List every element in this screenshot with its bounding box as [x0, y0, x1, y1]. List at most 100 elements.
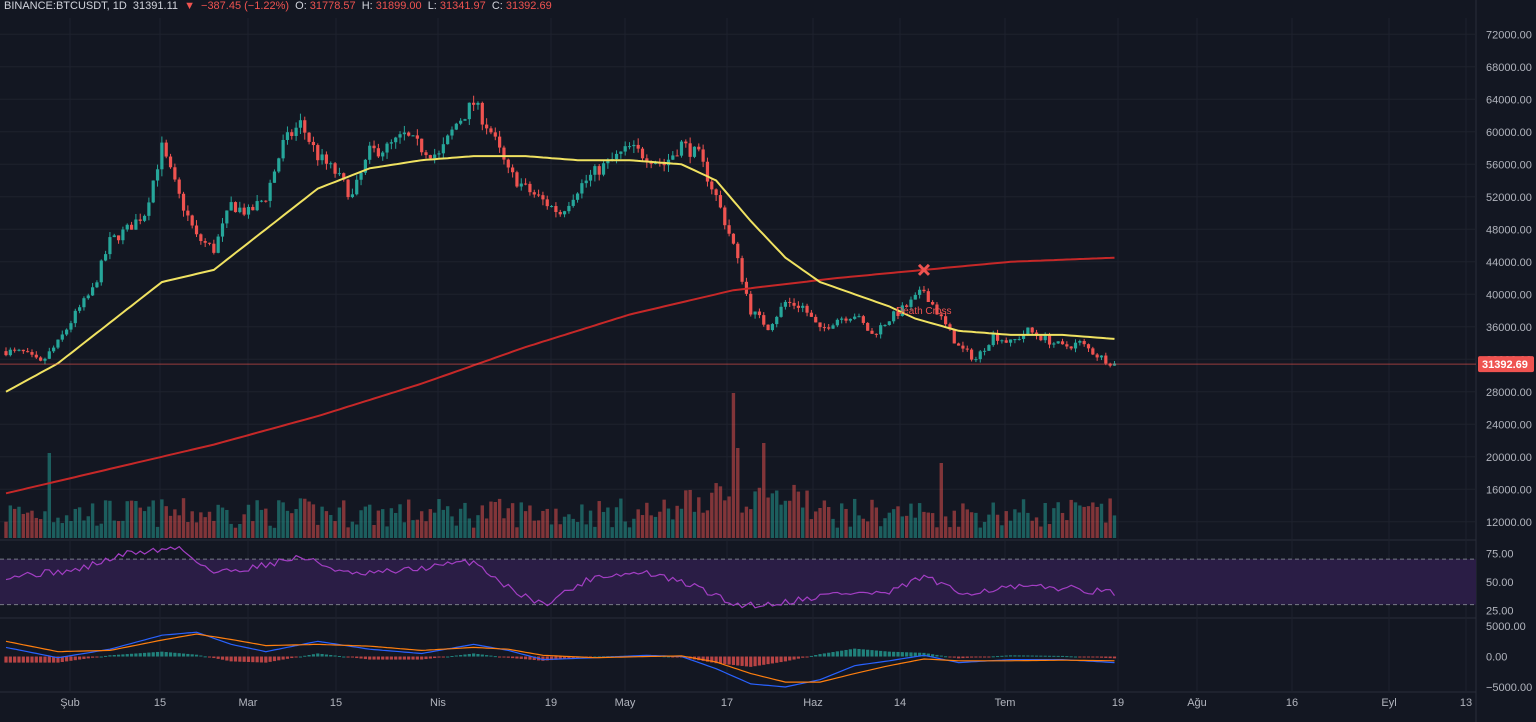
- macd-histogram-bar: [792, 656, 796, 660]
- candle-body: [476, 102, 480, 105]
- date-tick-label: 19: [1112, 697, 1124, 709]
- volume-bar: [458, 508, 463, 538]
- volume-bar: [1004, 511, 1008, 538]
- macd-histogram-bar: [13, 656, 17, 663]
- volume-bar: [1108, 498, 1112, 538]
- candle-body: [1021, 334, 1026, 339]
- candle-body: [385, 143, 389, 153]
- macd-histogram-bar: [995, 656, 1000, 658]
- volume-bar: [203, 517, 207, 538]
- volume-bar: [861, 518, 866, 538]
- volume-bar: [744, 506, 749, 538]
- candle-body: [974, 359, 978, 361]
- candle-body: [1039, 335, 1043, 341]
- candle-body: [389, 142, 393, 144]
- volume-bar: [1000, 525, 1004, 538]
- volume-bar: [684, 490, 688, 538]
- macd-histogram-bar: [138, 653, 142, 657]
- volume-bar: [95, 525, 99, 538]
- macd-histogram-bar: [939, 655, 943, 657]
- volume-bar: [173, 509, 177, 538]
- volume-bar: [99, 523, 103, 538]
- volume-bar: [82, 520, 86, 538]
- volume-bar: [623, 521, 627, 538]
- moving-averages: [0, 155, 1476, 495]
- candle-body: [536, 194, 541, 196]
- time-axis[interactable]: Şub 15 Mar 15 Nis 19 May 17 Haz 14 Tem 19 Ağu 16 Eyl 13: [60, 697, 1472, 709]
- volume-bar: [762, 443, 766, 538]
- candle-body: [415, 135, 419, 139]
- price-axis[interactable]: 72000.00 68000.00 64000.00 60000.00 56000.00…: [1478, 29, 1534, 694]
- price-tick-label: 48000.00: [1486, 224, 1532, 236]
- candle-body: [757, 311, 762, 316]
- volume-bar: [493, 501, 497, 538]
- candle-body: [407, 132, 411, 136]
- candle-body: [662, 163, 666, 166]
- volume-bar: [606, 507, 610, 538]
- candle-body: [225, 210, 229, 224]
- volume-bar: [77, 507, 82, 538]
- volume-bar: [281, 502, 285, 538]
- volume-bar: [982, 521, 987, 538]
- candle-body: [679, 141, 684, 156]
- volume-bar: [870, 499, 874, 538]
- macd-histogram-bar: [246, 656, 251, 662]
- candle-body: [853, 316, 857, 319]
- macd-histogram-bar: [1034, 655, 1039, 657]
- candle-body: [1052, 343, 1056, 345]
- date-tick-label: Eyl: [1381, 697, 1396, 709]
- volume-bar: [389, 508, 394, 538]
- date-tick-label: Şub: [60, 697, 80, 709]
- volume-bar: [939, 463, 943, 538]
- volume-bar: [766, 497, 770, 538]
- macd-histogram-bar: [129, 653, 134, 657]
- candles[interactable]: [4, 95, 1117, 368]
- volume-bar: [160, 499, 164, 538]
- macd-histogram-bar: [493, 656, 497, 658]
- candle-body: [1047, 335, 1052, 345]
- volume-bar: [835, 527, 840, 538]
- volume-bar: [1039, 526, 1043, 538]
- candle-body: [705, 161, 710, 182]
- macd-pane[interactable]: [4, 631, 1117, 688]
- macd-histogram-bar: [342, 656, 346, 658]
- volume-bar: [727, 496, 731, 538]
- volume-bar: [17, 506, 21, 538]
- candle-body: [524, 183, 528, 185]
- rsi-line: [5, 545, 1115, 609]
- candle-body: [532, 192, 536, 195]
- candle-body: [69, 323, 73, 330]
- candle-body: [402, 132, 406, 135]
- macd-histogram-bar: [1095, 656, 1099, 658]
- candle-body: [1013, 339, 1017, 341]
- candle-body: [108, 237, 112, 255]
- volume-bar: [909, 503, 913, 538]
- volume-bar: [372, 524, 376, 538]
- candle-body: [177, 179, 181, 194]
- candle-body: [1008, 339, 1013, 343]
- symbol-label[interactable]: BINANCE:BTCUSDT, 1D: [4, 0, 127, 12]
- macd-histogram-bar: [840, 650, 844, 657]
- volume-bar: [445, 506, 450, 538]
- candle-body: [381, 152, 385, 157]
- macd-histogram-bar: [60, 656, 64, 662]
- candle-body: [818, 322, 822, 328]
- volume-bar: [640, 515, 645, 538]
- macd-histogram-bar: [831, 652, 835, 657]
- candle-body: [480, 102, 484, 125]
- volume-bar: [736, 448, 740, 538]
- volume-bar: [571, 518, 575, 538]
- candle-body: [684, 141, 688, 144]
- volume-bar: [588, 510, 593, 538]
- volume-bar: [952, 510, 956, 538]
- rsi-pane[interactable]: [0, 545, 1476, 609]
- price-tick-label: 44000.00: [1486, 257, 1532, 269]
- down-arrow-icon: ▼: [184, 0, 195, 12]
- candle-body: [939, 314, 943, 317]
- candle-body: [129, 224, 134, 230]
- price-tick-label: 72000.00: [1486, 29, 1532, 41]
- volume-bar: [285, 510, 290, 538]
- volume-bar: [506, 508, 510, 538]
- volume-bar: [8, 505, 13, 538]
